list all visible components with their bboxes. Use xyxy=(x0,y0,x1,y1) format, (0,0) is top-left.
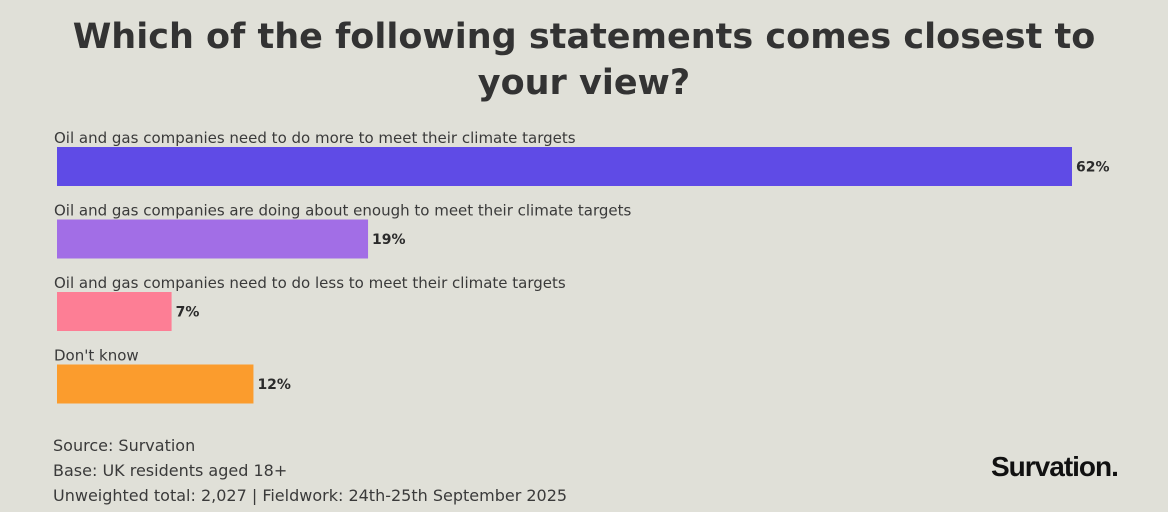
chart-title: Which of the following statements comes … xyxy=(72,17,1096,103)
value-label: 62% xyxy=(1076,160,1110,176)
footer-source: Source: Survation xyxy=(53,436,196,455)
footer-base: Base: UK residents aged 18+ xyxy=(53,461,288,480)
survation-logo: Survation. xyxy=(991,451,1119,482)
bar xyxy=(57,364,254,404)
category-label: Oil and gas companies are doing about en… xyxy=(54,202,632,220)
bar-chart: Oil and gas companies need to do more to… xyxy=(54,129,1110,404)
footer-fieldwork: Unweighted total: 2,027 | Fieldwork: 24t… xyxy=(53,486,568,505)
category-label: Oil and gas companies need to do less to… xyxy=(54,274,566,292)
bar xyxy=(57,219,369,259)
value-label: 12% xyxy=(257,377,291,393)
bar xyxy=(57,292,172,331)
value-label: 19% xyxy=(372,232,406,248)
category-label: Don't know xyxy=(54,347,139,365)
value-label: 7% xyxy=(176,305,200,321)
bar xyxy=(57,147,1072,186)
category-label: Oil and gas companies need to do more to… xyxy=(54,129,576,147)
